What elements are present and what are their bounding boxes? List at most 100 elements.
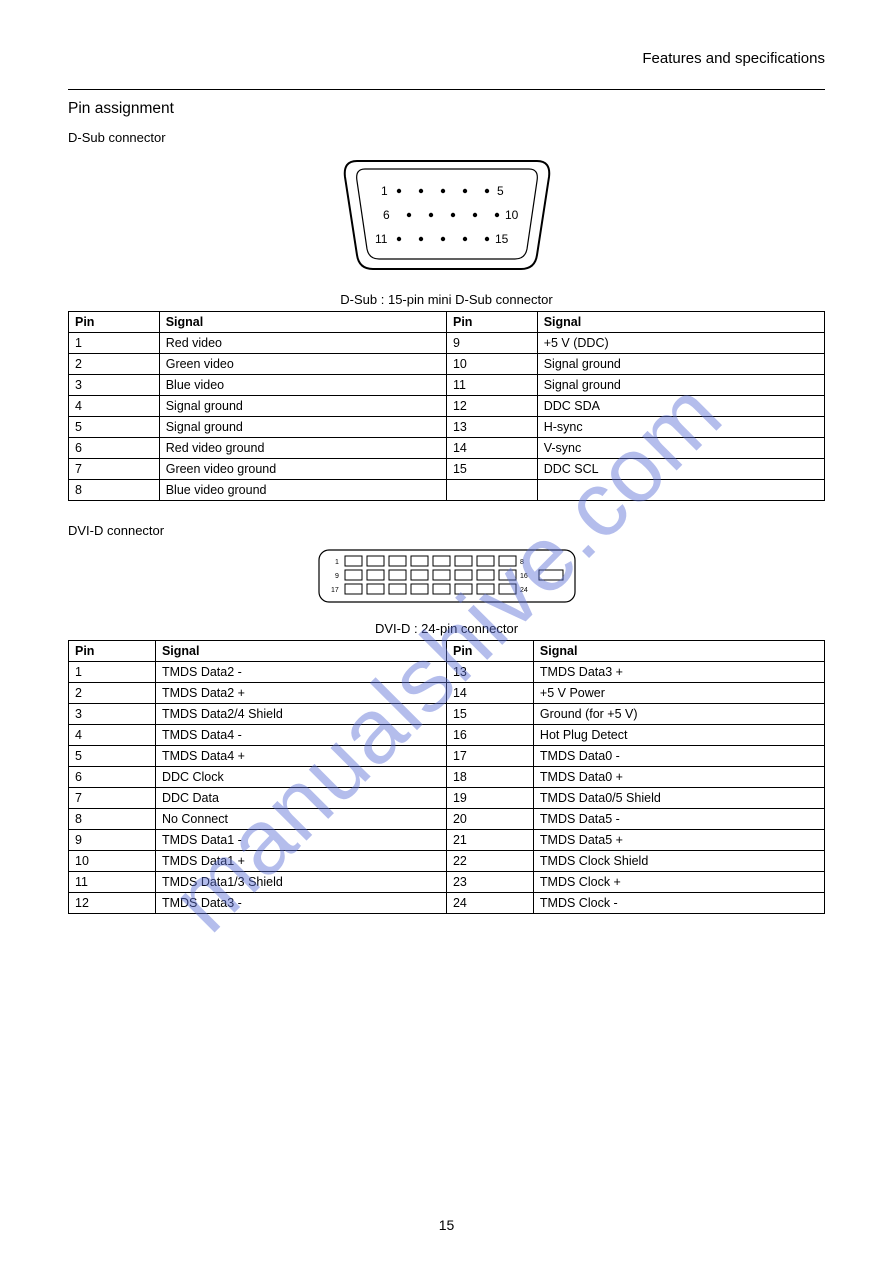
dsub-table: Pin Signal Pin Signal 1Red video9+5 V (D…: [68, 311, 825, 501]
table-cell: 3: [69, 375, 160, 396]
table-cell: Signal ground: [537, 375, 824, 396]
table-cell: TMDS Clock Shield: [533, 851, 824, 872]
table-row: 4Signal ground12DDC SDA: [69, 396, 825, 417]
table-cell: H-sync: [537, 417, 824, 438]
page-number: 15: [0, 1217, 893, 1233]
table-cell: [537, 480, 824, 501]
table-cell: TMDS Data0/5 Shield: [533, 788, 824, 809]
dvi-connector-diagram: 1 9 17 8 16 24: [68, 548, 825, 607]
table-cell: TMDS Data5 +: [533, 830, 824, 851]
table-cell: 12: [446, 396, 537, 417]
table-cell: TMDS Clock +: [533, 872, 824, 893]
table-cell: 11: [69, 872, 156, 893]
table-row: 4TMDS Data4 -16Hot Plug Detect: [69, 725, 825, 746]
table-cell: 18: [446, 767, 533, 788]
col-pin-2: Pin: [446, 641, 533, 662]
table-row: 2Green video10Signal ground: [69, 354, 825, 375]
table-cell: V-sync: [537, 438, 824, 459]
table-cell: TMDS Data4 +: [155, 746, 446, 767]
dvi-pin-label-8: 8: [520, 559, 524, 566]
table-row: 10TMDS Data1 +22TMDS Clock Shield: [69, 851, 825, 872]
table-cell: TMDS Data3 +: [533, 662, 824, 683]
table-row: 8Blue video ground: [69, 480, 825, 501]
table-cell: DDC Clock: [155, 767, 446, 788]
table-cell: TMDS Clock -: [533, 893, 824, 914]
table-cell: Hot Plug Detect: [533, 725, 824, 746]
table-cell: TMDS Data0 -: [533, 746, 824, 767]
table-cell: +5 V (DDC): [537, 333, 824, 354]
table-cell: 4: [69, 396, 160, 417]
table-cell: TMDS Data3 -: [155, 893, 446, 914]
table-row: 5Signal ground13H-sync: [69, 417, 825, 438]
table-row: 12TMDS Data3 -24TMDS Clock -: [69, 893, 825, 914]
col-pin-2: Pin: [446, 312, 537, 333]
dsub-table-caption: D-Sub : 15-pin mini D-Sub connector: [68, 292, 825, 307]
table-cell: Signal ground: [159, 417, 446, 438]
dvi-pin-label-17: 17: [331, 587, 339, 594]
table-cell: 2: [69, 354, 160, 375]
dsub-pin-label-11: 11: [375, 232, 388, 246]
table-cell: 16: [446, 725, 533, 746]
table-cell: 10: [69, 851, 156, 872]
table-cell: 23: [446, 872, 533, 893]
table-cell: 19: [446, 788, 533, 809]
table-cell: Blue video: [159, 375, 446, 396]
table-cell: 21: [446, 830, 533, 851]
table-cell: Ground (for +5 V): [533, 704, 824, 725]
table-cell: 8: [69, 809, 156, 830]
table-cell: TMDS Data1/3 Shield: [155, 872, 446, 893]
col-signal-2: Signal: [533, 641, 824, 662]
section-title: Pin assignment: [68, 100, 825, 118]
table-cell: DDC SCL: [537, 459, 824, 480]
table-cell: TMDS Data2/4 Shield: [155, 704, 446, 725]
table-row: 5TMDS Data4 +17TMDS Data0 -: [69, 746, 825, 767]
table-row: 1TMDS Data2 -13TMDS Data3 +: [69, 662, 825, 683]
dsub-pin-label-1: 1: [381, 184, 388, 198]
dvi-table-caption: DVI-D : 24-pin connector: [68, 621, 825, 636]
table-row: 11TMDS Data1/3 Shield23TMDS Clock +: [69, 872, 825, 893]
table-cell: Signal ground: [537, 354, 824, 375]
table-row: 7DDC Data19TMDS Data0/5 Shield: [69, 788, 825, 809]
dvi-pin-label-1: 1: [335, 559, 339, 566]
table-cell: 13: [446, 417, 537, 438]
table-cell: TMDS Data0 +: [533, 767, 824, 788]
table-cell: 20: [446, 809, 533, 830]
table-cell: DDC SDA: [537, 396, 824, 417]
table-cell: TMDS Data1 +: [155, 851, 446, 872]
header-title: Features and specifications: [68, 50, 825, 67]
table-cell: 3: [69, 704, 156, 725]
dsub-sub-label: D-Sub connector: [68, 130, 825, 145]
table-cell: 9: [446, 333, 537, 354]
dvi-sub-label: DVI-D connector: [68, 523, 825, 538]
table-row: 3Blue video11Signal ground: [69, 375, 825, 396]
dvi-pin-label-16: 16: [520, 573, 528, 580]
table-cell: 2: [69, 683, 156, 704]
table-cell: 24: [446, 893, 533, 914]
table-row: 8No Connect20TMDS Data5 -: [69, 809, 825, 830]
col-signal-1: Signal: [155, 641, 446, 662]
table-cell: Blue video ground: [159, 480, 446, 501]
table-cell: 14: [446, 438, 537, 459]
table-cell: 1: [69, 333, 160, 354]
table-cell: DDC Data: [155, 788, 446, 809]
table-row: 2TMDS Data2 +14+5 V Power: [69, 683, 825, 704]
table-cell: No Connect: [155, 809, 446, 830]
table-cell: 7: [69, 788, 156, 809]
dvi-pin-label-24: 24: [520, 587, 528, 594]
table-cell: 6: [69, 767, 156, 788]
table-cell: 4: [69, 725, 156, 746]
table-cell: TMDS Data4 -: [155, 725, 446, 746]
table-cell: Red video: [159, 333, 446, 354]
table-row: 1Red video9+5 V (DDC): [69, 333, 825, 354]
table-cell: 9: [69, 830, 156, 851]
table-cell: TMDS Data5 -: [533, 809, 824, 830]
col-pin-1: Pin: [69, 312, 160, 333]
table-cell: Green video: [159, 354, 446, 375]
table-cell: 11: [446, 375, 537, 396]
table-header-row: Pin Signal Pin Signal: [69, 641, 825, 662]
table-cell: Red video ground: [159, 438, 446, 459]
header-rule: [68, 89, 825, 90]
col-signal-1: Signal: [159, 312, 446, 333]
table-row: 9TMDS Data1 -21TMDS Data5 +: [69, 830, 825, 851]
table-cell: 10: [446, 354, 537, 375]
